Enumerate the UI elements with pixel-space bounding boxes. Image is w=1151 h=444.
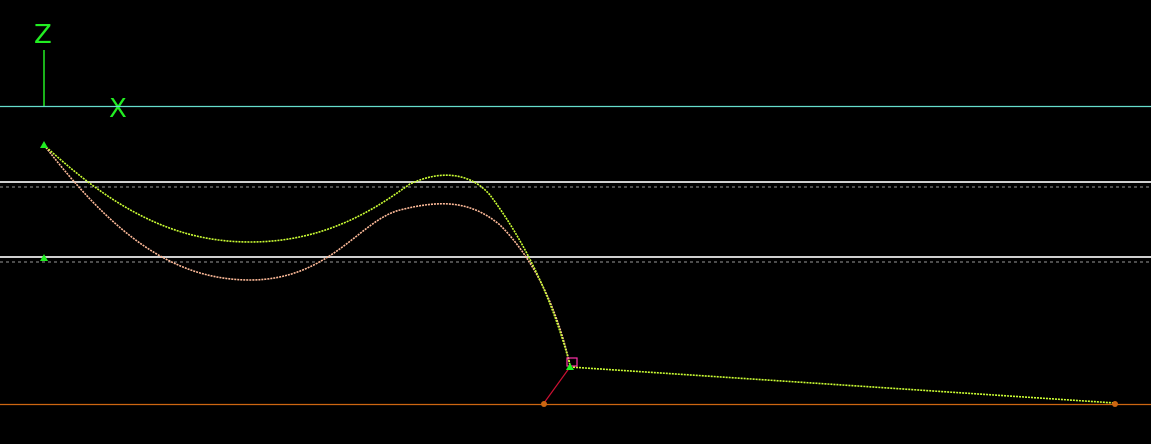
junction-marker[interactable] — [566, 357, 578, 367]
control-point-mid[interactable] — [40, 254, 48, 261]
x-axis-label: X — [109, 94, 127, 124]
control-point-start[interactable] — [40, 141, 48, 148]
tail-segment[interactable] — [569, 366, 1116, 404]
ground-point-right[interactable] — [1112, 401, 1118, 407]
ground-point-left[interactable] — [541, 401, 547, 407]
z-axis-label: Z — [34, 20, 52, 50]
control-point-junction[interactable] — [566, 363, 574, 370]
link-line — [543, 366, 571, 404]
lower-profile-curve[interactable] — [43, 144, 571, 366]
upper-profile-curve[interactable] — [43, 144, 571, 366]
